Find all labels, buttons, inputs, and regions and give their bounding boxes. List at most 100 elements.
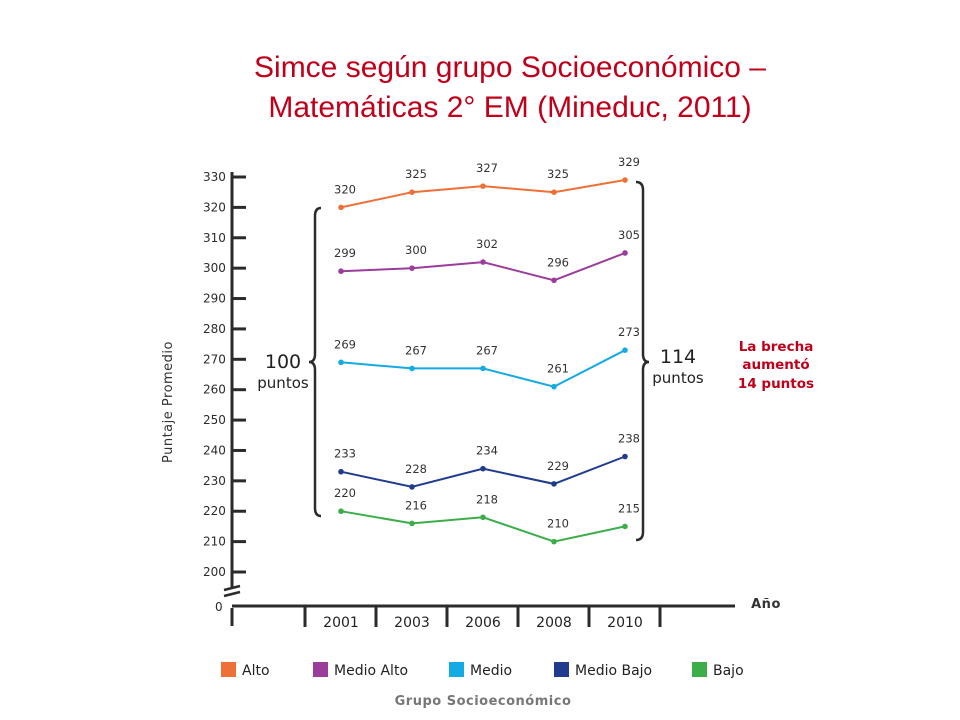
right-brace bbox=[635, 180, 650, 542]
y-tick-label: 290 bbox=[203, 292, 226, 306]
y-tick-label: 260 bbox=[203, 383, 226, 397]
data-point-medio bbox=[622, 347, 628, 353]
y-tick-label: 270 bbox=[203, 352, 226, 366]
data-label-medio-bajo: 233 bbox=[334, 447, 356, 461]
x-tick-label: 2006 bbox=[465, 615, 501, 631]
axis-break-mark bbox=[223, 584, 241, 592]
gap-note-line-3: 14 puntos bbox=[738, 376, 814, 392]
data-point-alto bbox=[551, 189, 557, 195]
data-point-medio-alto bbox=[338, 268, 344, 274]
data-label-medio-alto: 299 bbox=[334, 246, 356, 260]
y-tick-label: 310 bbox=[203, 231, 226, 245]
x-tick-label: 2010 bbox=[607, 615, 643, 631]
data-label-medio: 269 bbox=[334, 337, 356, 351]
series-line-medio-bajo bbox=[340, 455, 626, 488]
legend-label-medio-alto: Medio Alto bbox=[334, 663, 408, 679]
chart-title-line-1: Simce según grupo Socioeconómico – bbox=[254, 51, 766, 84]
data-point-bajo bbox=[480, 514, 486, 521]
data-label-medio: 261 bbox=[547, 362, 569, 376]
data-point-alto bbox=[409, 189, 415, 195]
y-tick-label: 300 bbox=[203, 261, 226, 275]
y-tick-label: 320 bbox=[203, 200, 226, 214]
data-label-medio-alto: 300 bbox=[405, 243, 427, 257]
legend: Alto Medio Alto Medio Medio Bajo Bajo bbox=[221, 662, 744, 679]
data-point-medio-alto bbox=[551, 277, 557, 284]
legend-label-medio: Medio bbox=[470, 663, 512, 679]
legend-label-bajo: Bajo bbox=[713, 663, 744, 679]
data-label-bajo: 218 bbox=[476, 492, 498, 506]
data-point-medio-alto bbox=[622, 250, 628, 256]
data-label-bajo: 215 bbox=[618, 501, 640, 515]
y-axis-ticks: 330 320 310 300 290 280 270 260 250 240 230 220 210 2… bbox=[203, 170, 246, 614]
x-tick-label: 2003 bbox=[394, 615, 430, 631]
data-point-bajo bbox=[622, 523, 628, 530]
x-tick-label: 2008 bbox=[536, 615, 572, 631]
series-line-medio-alto bbox=[340, 252, 626, 282]
data-label-alto: 329 bbox=[618, 155, 640, 169]
y-tick-label: 220 bbox=[203, 504, 226, 518]
series-group: 320 325 327 325 329 299 300 302 296 305 269 267 267 2… bbox=[334, 155, 640, 545]
legend-swatch-alto bbox=[221, 662, 236, 677]
data-point-medio-alto bbox=[480, 259, 486, 265]
axes bbox=[223, 172, 735, 626]
data-label-alto: 320 bbox=[334, 182, 356, 196]
data-label-bajo: 216 bbox=[405, 498, 427, 512]
legend-swatch-medio-bajo bbox=[554, 662, 569, 677]
left-brace-unit: puntos bbox=[257, 374, 309, 392]
data-point-medio-bajo bbox=[338, 468, 344, 475]
chart-title: Simce según grupo Socioeconómico – Matem… bbox=[0, 48, 960, 128]
data-label-medio-alto: 302 bbox=[476, 237, 498, 251]
y-tick-label: 250 bbox=[203, 413, 226, 427]
gap-note-line-1: La brecha bbox=[739, 339, 814, 355]
data-point-medio-bajo bbox=[622, 453, 628, 460]
data-point-alto bbox=[622, 177, 628, 183]
data-point-alto bbox=[480, 183, 486, 189]
data-label-alto: 325 bbox=[405, 167, 427, 181]
x-axis: 2001 2003 2006 2008 2010 bbox=[303, 606, 662, 631]
data-point-medio bbox=[409, 365, 415, 372]
x-axis-label: Año bbox=[751, 597, 781, 612]
data-label-medio-alto: 305 bbox=[618, 228, 640, 242]
y-tick-label: 230 bbox=[203, 474, 226, 488]
y-tick-label: 210 bbox=[203, 535, 226, 549]
axis-break-mark bbox=[223, 590, 241, 598]
left-brace bbox=[308, 206, 322, 518]
chart-title-line-2: Matemáticas 2° EM (Mineduc, 2011) bbox=[268, 91, 752, 124]
data-label-alto: 325 bbox=[547, 167, 569, 181]
data-label-medio: 267 bbox=[405, 343, 427, 357]
data-point-medio bbox=[480, 365, 486, 372]
gap-note-line-2: aumentó bbox=[742, 357, 809, 373]
legend-label-medio-bajo: Medio Bajo bbox=[575, 663, 652, 679]
y-axis-label: Puntaje Promedio bbox=[161, 341, 176, 463]
data-point-medio-alto bbox=[409, 265, 415, 271]
data-point-alto bbox=[338, 204, 344, 211]
data-label-bajo: 210 bbox=[547, 517, 569, 531]
legend-title: Grupo Socioeconómico bbox=[395, 694, 572, 709]
legend-swatch-medio-alto bbox=[313, 662, 328, 677]
data-label-bajo: 220 bbox=[334, 486, 356, 500]
data-label-medio-bajo: 229 bbox=[547, 459, 569, 473]
y-tick-label: 200 bbox=[203, 565, 226, 579]
data-point-medio-bajo bbox=[409, 484, 415, 490]
right-brace-unit: puntos bbox=[652, 369, 704, 387]
data-point-medio bbox=[338, 359, 344, 366]
legend-swatch-medio bbox=[449, 662, 464, 677]
y-tick-label-zero: 0 bbox=[215, 600, 223, 614]
y-tick-label: 280 bbox=[203, 322, 226, 336]
data-label-medio-bajo: 234 bbox=[476, 444, 498, 458]
data-label-medio: 273 bbox=[618, 325, 640, 339]
legend-label-alto: Alto bbox=[242, 663, 270, 679]
data-label-medio-alto: 296 bbox=[547, 255, 569, 269]
right-brace-value: 114 bbox=[660, 346, 696, 368]
data-point-medio-bajo bbox=[480, 465, 486, 472]
data-point-bajo bbox=[338, 508, 344, 515]
data-label-medio-bajo: 228 bbox=[405, 462, 427, 476]
data-label-medio: 267 bbox=[476, 343, 498, 357]
y-tick-label: 330 bbox=[203, 170, 226, 184]
data-label-alto: 327 bbox=[476, 161, 498, 175]
legend-swatch-bajo bbox=[692, 662, 707, 677]
x-tick-label: 2001 bbox=[323, 615, 359, 631]
data-point-medio-bajo bbox=[551, 481, 557, 487]
data-point-bajo bbox=[409, 520, 415, 527]
